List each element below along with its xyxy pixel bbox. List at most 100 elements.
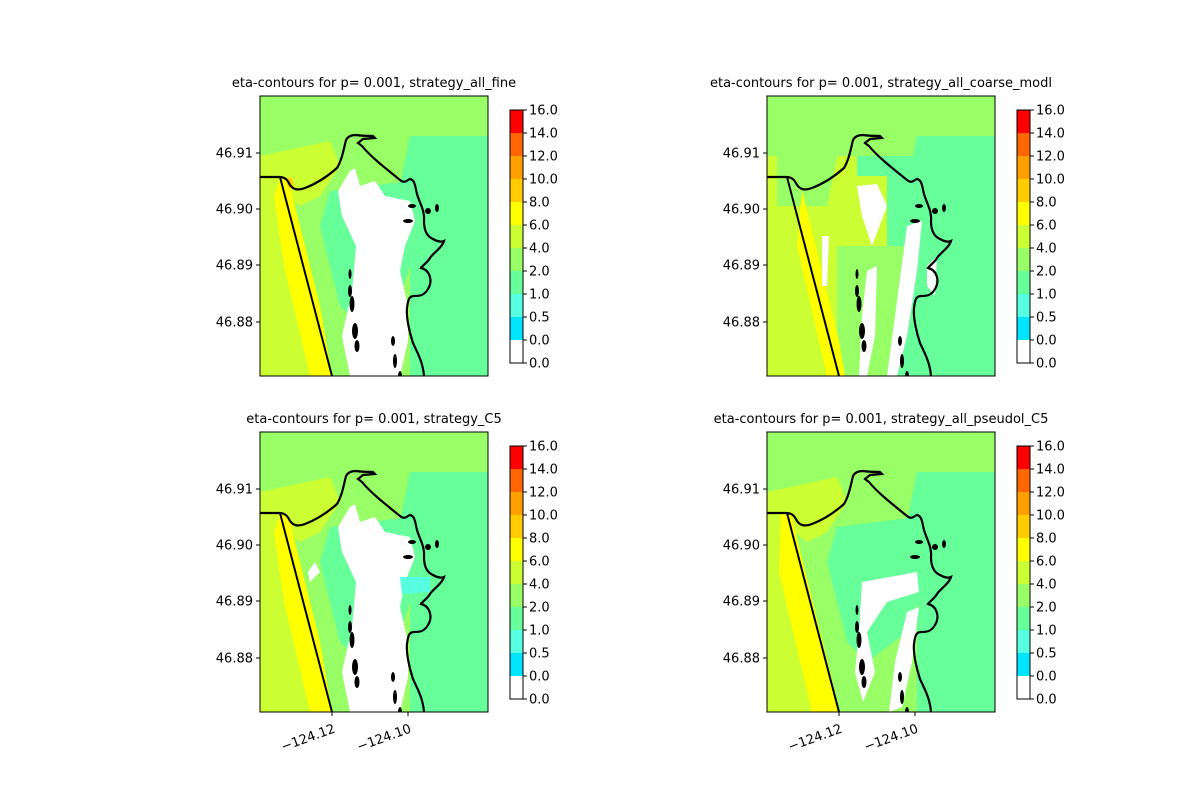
island-2 [856, 296, 862, 312]
heatmap-field [767, 432, 995, 712]
colorbar-band [1017, 676, 1030, 699]
island-0 [855, 269, 859, 279]
colorbar-band [510, 317, 523, 340]
colorbar-band [1017, 653, 1030, 676]
island-3 [352, 659, 358, 675]
y-tick-label: 46.91 [216, 147, 253, 162]
field-coarse-band [797, 191, 845, 376]
plot-frame [766, 431, 996, 713]
island-6 [900, 690, 904, 704]
colorbar-band [1017, 225, 1030, 248]
heatmap-panel-2 [260, 432, 488, 712]
colorbar-band [1017, 294, 1030, 317]
island-3 [859, 323, 865, 339]
colorbar-tick-label: 6.0 [529, 219, 550, 234]
colorbar-band [1017, 110, 1030, 133]
colorbar-tick-label: 1.0 [1036, 288, 1057, 303]
heatmap-field [767, 96, 995, 376]
heatmap-field [260, 96, 488, 376]
colorbar-band [510, 538, 523, 561]
heatmap-panel-0 [260, 96, 488, 376]
colorbar-band [1017, 179, 1030, 202]
colorbar-tick-label: 2.0 [529, 601, 550, 616]
chart-title: eta-contours for p= 0.001, strategy_C5 [246, 412, 501, 427]
colorbar-band [510, 492, 523, 515]
colorbar-frame [1016, 445, 1031, 700]
plot-frame [259, 431, 489, 713]
island-0 [855, 605, 859, 615]
island-4 [861, 676, 867, 688]
island-11 [403, 219, 413, 223]
y-tick-label: 46.90 [723, 539, 760, 554]
field-cyan-patch [400, 577, 430, 594]
colorbar-band [510, 653, 523, 676]
colorbar-tick-label: 4.0 [1036, 578, 1057, 593]
y-tick-label: 46.91 [723, 483, 760, 498]
y-tick-label: 46.90 [216, 203, 253, 218]
colorbar-tick-label: 12.0 [1036, 486, 1065, 501]
colorbar-tick-label: 14.0 [529, 127, 558, 142]
colorbar-frame [509, 109, 524, 364]
field-yellow-strip [274, 514, 332, 712]
x-tick-label: −124.10 [862, 722, 920, 755]
colorbar-tick-label: 0.0 [529, 357, 550, 372]
island-1 [348, 621, 352, 633]
colorbar-tick-label: 8.0 [529, 532, 550, 547]
colorbar-band [510, 469, 523, 492]
island-0 [348, 605, 352, 615]
chart-title: eta-contours for p= 0.001, strategy_all_… [710, 76, 1052, 91]
x-tick-label: −124.12 [279, 722, 337, 755]
colorbar-tick-label: 16.0 [529, 440, 558, 455]
chart-title: eta-contours for p= 0.001, strategy_all_… [714, 412, 1049, 427]
island-6 [900, 354, 904, 368]
colorbar-band [510, 110, 523, 133]
y-tick-label: 46.88 [216, 652, 253, 667]
colorbar-tick-label: 16.0 [1036, 440, 1065, 455]
field-yellow-strip [274, 178, 332, 376]
colorbar-band [510, 515, 523, 538]
colorbar-tick-label: 8.0 [1036, 196, 1057, 211]
y-tick-label: 46.90 [216, 539, 253, 554]
colorbar-tick-label: 0.5 [529, 647, 550, 662]
colorbar-band [510, 584, 523, 607]
island-5 [898, 672, 902, 682]
colorbar-band [1017, 248, 1030, 271]
colorbar-tick-label: 2.0 [1036, 601, 1057, 616]
colorbar-tick-label: 10.0 [1036, 173, 1065, 188]
colorbar-band [510, 133, 523, 156]
y-tick-label: 46.89 [216, 595, 253, 610]
colorbar-band [1017, 515, 1030, 538]
colorbar-band [1017, 340, 1030, 363]
island-4 [861, 340, 867, 352]
colorbar-tick-label: 4.0 [529, 578, 550, 593]
island-5 [391, 672, 395, 682]
colorbar-tick-label: 10.0 [529, 173, 558, 188]
island-1 [855, 285, 859, 297]
colorbar-tick-label: 1.0 [1036, 624, 1057, 639]
y-tick-label: 46.88 [723, 652, 760, 667]
island-1 [855, 621, 859, 633]
colorbar-tick-label: 14.0 [1036, 127, 1065, 142]
colorbar-band [510, 561, 523, 584]
colorbar-frame [1016, 109, 1031, 364]
colorbar-tick-label: 1.0 [529, 288, 550, 303]
y-tick-label: 46.89 [723, 595, 760, 610]
island-7 [398, 371, 402, 376]
colorbar-tick-label: 8.0 [1036, 532, 1057, 547]
x-tick-label: −124.12 [786, 722, 844, 755]
heatmap-field [260, 432, 488, 712]
island-3 [859, 659, 865, 675]
island-8 [408, 540, 416, 544]
colorbar-band [510, 676, 523, 699]
colorbar-tick-label: 12.0 [529, 150, 558, 165]
colorbar-tick-label: 0.0 [1036, 670, 1057, 685]
y-tick-label: 46.89 [216, 259, 253, 274]
dike-line [786, 176, 840, 376]
colorbar-band [1017, 271, 1030, 294]
plot-frame [766, 95, 996, 377]
island-11 [403, 555, 413, 559]
colorbar-tick-label: 12.0 [1036, 150, 1065, 165]
island-10 [435, 204, 439, 212]
colorbar-band [510, 202, 523, 225]
island-4 [354, 676, 360, 688]
